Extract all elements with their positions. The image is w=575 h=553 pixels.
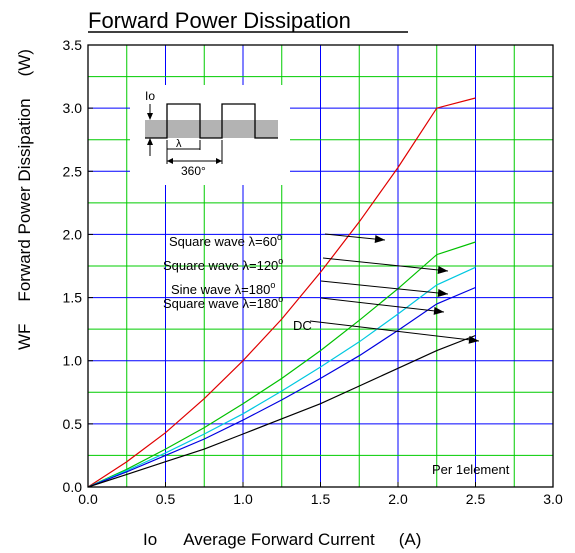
- series-line: [87, 286, 476, 488]
- legend-arrow-head: [433, 306, 444, 315]
- legend-label: DC: [293, 318, 312, 333]
- current-arrow-lower-head: [147, 138, 153, 145]
- x-tick-label: 0.0: [78, 491, 98, 507]
- x-axis-label: Io Average Forward Current (A): [143, 530, 421, 549]
- per-element-annotation: Per 1element: [432, 462, 510, 477]
- series-group: [87, 97, 476, 488]
- legend-arrow-head: [437, 265, 448, 274]
- y-tick-label: 2.0: [63, 226, 83, 242]
- legend-arrows: [309, 233, 480, 344]
- average-current-band: [145, 120, 278, 138]
- series-line: [87, 266, 476, 488]
- y-axis-label-group: WF Forward Power Dissipation (W): [15, 49, 34, 350]
- x-axis-name: Average Forward Current: [183, 530, 375, 549]
- legend-label: Sine wave λ=180o: [171, 280, 275, 297]
- legend-arrow-line: [322, 257, 449, 272]
- legend-label: Square wave λ=180o: [163, 294, 283, 311]
- legend: Square wave λ=60o Square wave λ=120o Sine …: [163, 232, 312, 333]
- y-tick-label: 1.0: [63, 353, 83, 369]
- legend-label: Square wave λ=120o: [163, 256, 283, 273]
- inset-lambda-label: λ: [176, 138, 182, 150]
- waveform-inset: Io λ 360°: [130, 85, 290, 185]
- y-axis-unit: (W): [15, 49, 34, 76]
- legend-arrow-head: [468, 335, 479, 344]
- legend-arrow-line: [309, 320, 480, 342]
- y-tick-label: 1.5: [63, 290, 83, 306]
- x-tick-label: 1.5: [311, 491, 331, 507]
- y-axis-symbol: WF: [15, 324, 34, 350]
- x-tick-label: 2.0: [388, 491, 408, 507]
- x-axis-symbol: Io: [143, 530, 157, 549]
- y-tick-label: 3.0: [63, 100, 83, 116]
- legend-arrow-head: [374, 235, 385, 243]
- legend-label: Square wave λ=60o: [169, 232, 282, 249]
- x-tick-label: 3.0: [543, 491, 563, 507]
- y-axis-label: WF Forward Power Dissipation (W): [15, 49, 34, 350]
- series-line: [87, 97, 476, 488]
- current-arrow-head: [147, 113, 153, 120]
- period-arrow-right: [216, 158, 222, 164]
- x-tick-label: 2.5: [466, 491, 486, 507]
- inset-current-label: Io: [145, 89, 155, 103]
- legend-arrow-head: [437, 289, 448, 297]
- tick-labels: 0.0 0.5 1.0 1.5 2.0 2.5 3.0 0.0 0.5 1.0 1.5 2.0 2.5 3…: [63, 37, 563, 507]
- y-axis-name: Forward Power Dissipation: [15, 98, 34, 301]
- legend-arrow-line: [320, 297, 445, 313]
- chart-title: Forward Power Dissipation: [88, 8, 351, 33]
- x-tick-label: 1.0: [233, 491, 253, 507]
- y-tick-label: 0.5: [63, 416, 83, 432]
- period-arrow-left: [167, 158, 173, 164]
- series-line: [87, 334, 476, 488]
- inset-period-label: 360°: [181, 164, 206, 178]
- legend-arrow-line: [324, 233, 386, 241]
- x-tick-label: 0.5: [156, 491, 176, 507]
- series-line: [87, 241, 476, 488]
- y-tick-label: 3.5: [63, 37, 83, 53]
- y-tick-label: 2.5: [63, 163, 83, 179]
- y-tick-label: 0.0: [63, 479, 83, 495]
- x-axis-unit: (A): [399, 530, 422, 549]
- legend-arrow-line: [320, 280, 449, 295]
- pulse-waveform: [145, 103, 278, 139]
